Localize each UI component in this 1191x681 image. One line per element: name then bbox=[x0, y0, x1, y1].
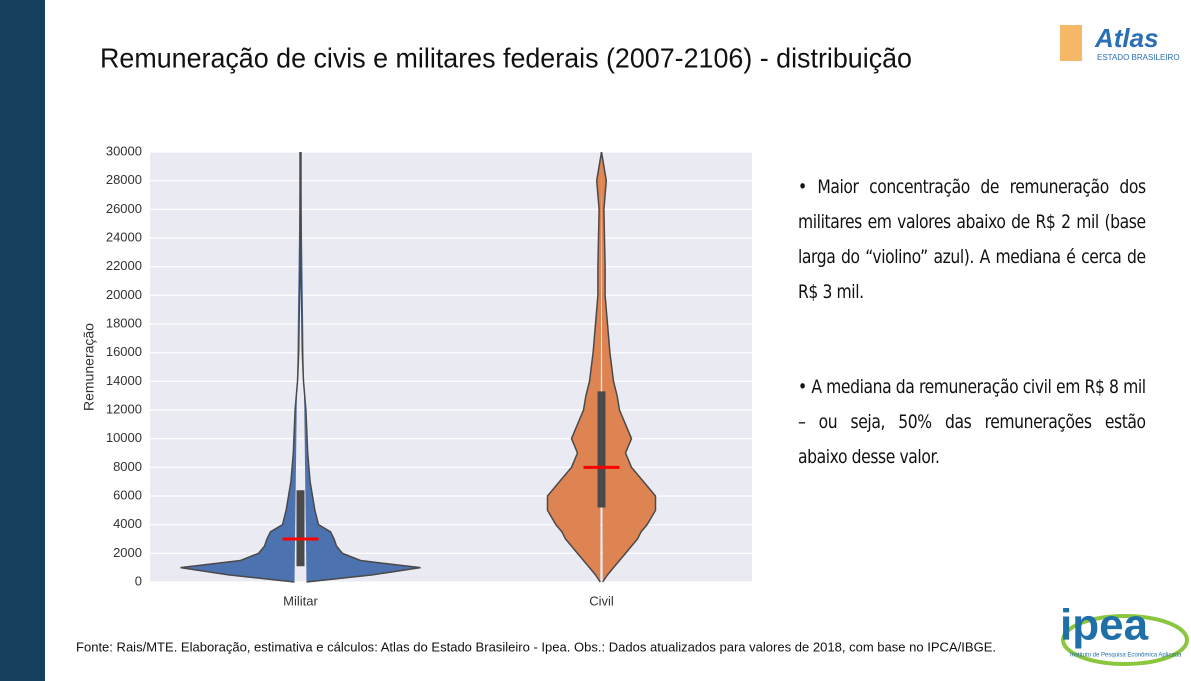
y-tick-label: 14000 bbox=[106, 373, 142, 388]
y-tick-label: 26000 bbox=[106, 201, 142, 216]
atlas-logo: Atlas bbox=[1094, 23, 1159, 53]
atlas-sub: ESTADO BRASILEIRO bbox=[1097, 53, 1180, 62]
y-tick-label: 2000 bbox=[113, 545, 142, 560]
ipea-swoosh bbox=[1061, 614, 1189, 666]
y-tick-label: 16000 bbox=[106, 344, 142, 359]
ipea-logo: ipea bbox=[1060, 601, 1149, 650]
y-axis-label: Remuneração bbox=[81, 323, 97, 411]
y-tick-label: 6000 bbox=[113, 487, 142, 502]
bullet: • A mediana da remuneração civil em R$ 8… bbox=[798, 376, 1146, 468]
y-tick-label: 20000 bbox=[106, 287, 142, 302]
y-tick-label: 28000 bbox=[106, 172, 142, 187]
y-tick-label: 8000 bbox=[113, 459, 142, 474]
y-tick-label: 10000 bbox=[106, 430, 142, 445]
violin-half bbox=[600, 151, 657, 583]
y-tick-label: 12000 bbox=[106, 401, 142, 416]
y-tick-label: 4000 bbox=[113, 516, 142, 531]
y-tick-label: 0 bbox=[135, 573, 142, 588]
y-tick-label: 22000 bbox=[106, 258, 142, 273]
footer: Fonte: Rais/MTE. Elaboração, estimativa … bbox=[76, 639, 996, 654]
y-tick-label: 24000 bbox=[106, 229, 142, 244]
y-tick-label: 18000 bbox=[106, 315, 142, 330]
y-tick-label: 30000 bbox=[106, 143, 142, 158]
ipea-sub: Instituto de Pesquisa Econômica Aplicada bbox=[1070, 653, 1182, 659]
x-tick-label: Militar bbox=[283, 593, 318, 608]
plot-area bbox=[150, 152, 752, 582]
side-bar bbox=[0, 0, 45, 681]
bullet: • Maior concentração de remuneração dos … bbox=[798, 176, 1146, 303]
slide-title: Remuneração de civis e militares federai… bbox=[100, 42, 912, 73]
atlas-icon bbox=[1060, 25, 1082, 61]
violin-half bbox=[546, 151, 603, 583]
x-tick-label: Civil bbox=[589, 593, 614, 608]
